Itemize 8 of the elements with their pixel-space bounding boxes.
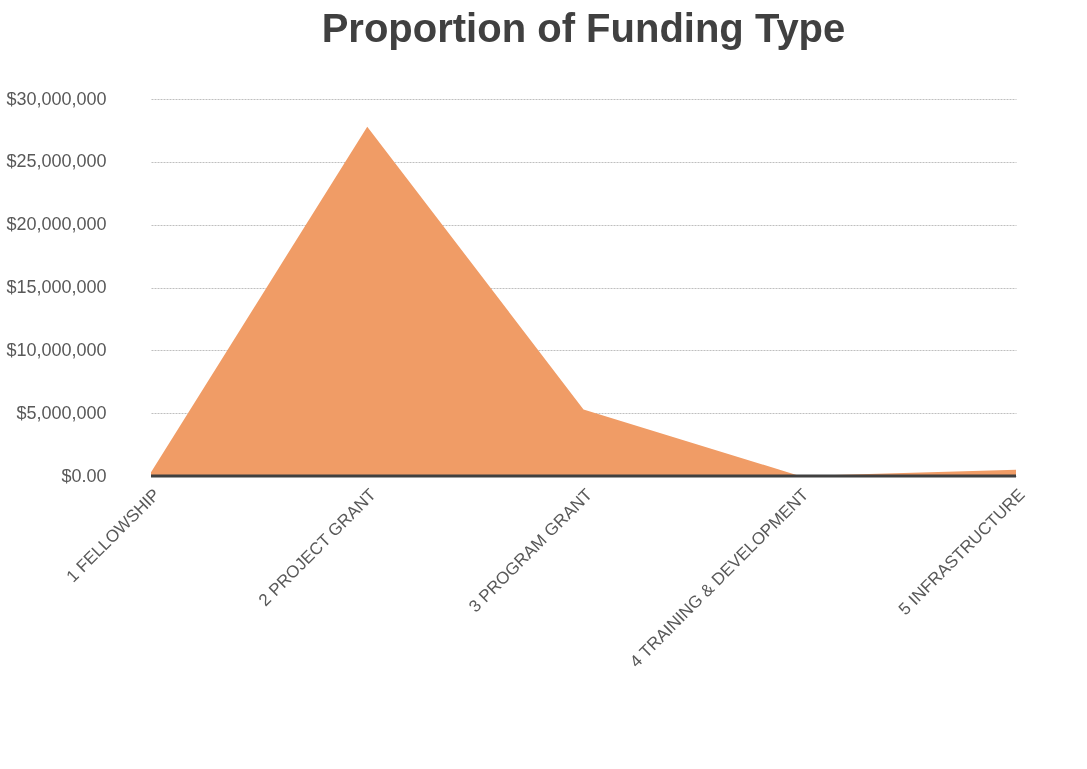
y-tick-label: $5,000,000 <box>16 402 107 423</box>
y-tick-label: $10,000,000 <box>6 339 107 360</box>
y-tick-label: $15,000,000 <box>6 277 107 297</box>
y-tick-label: $20,000,000 <box>6 214 107 235</box>
y-tick-label: $25,000,000 <box>6 151 107 172</box>
y-tick-label: $0.00 <box>61 465 107 486</box>
chart-title: Proportion of Funding Type <box>321 6 846 50</box>
y-tick-label: $30,000,000 <box>6 88 107 109</box>
